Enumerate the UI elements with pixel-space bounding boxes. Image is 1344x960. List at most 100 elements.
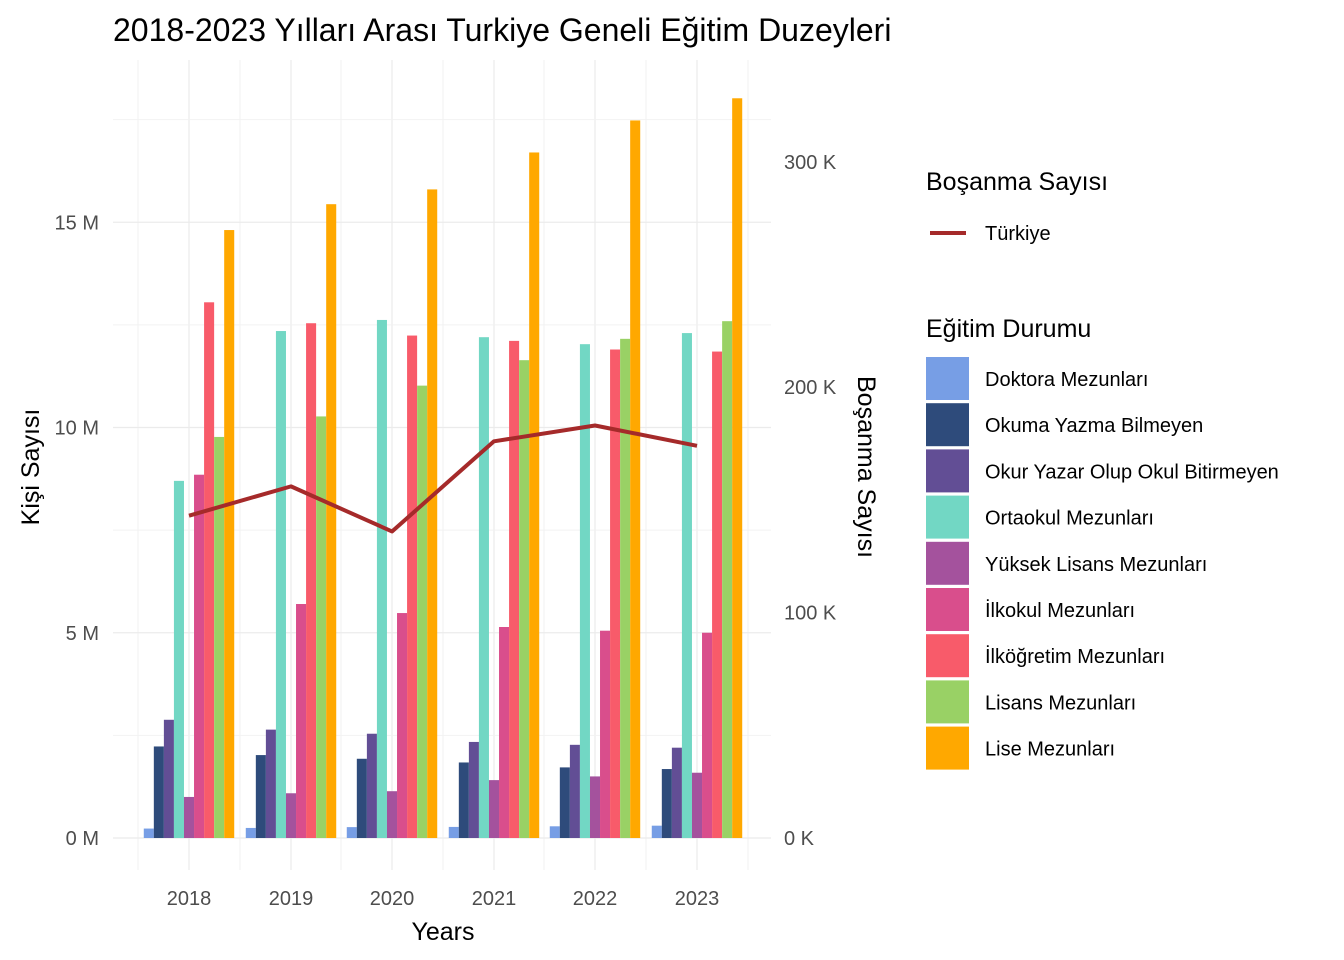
bar-i̇lköğretim-mezunları-2022 xyxy=(610,349,621,838)
bar-lise-mezunları-2021 xyxy=(529,152,540,839)
legend-label: Lisans Mezunları xyxy=(985,692,1136,714)
legend-key-swatch xyxy=(926,495,969,539)
bar-okuma-yazma-bilmeyen-2021 xyxy=(458,762,469,838)
bar-lise-mezunları-2022 xyxy=(630,120,641,838)
x-tick-label: 2018 xyxy=(167,888,212,910)
legend-key-swatch xyxy=(926,357,969,400)
x-axis-title: Years xyxy=(411,918,474,946)
y2-axis-ticks: 0 K 100 K 200 K 300 K xyxy=(784,152,837,850)
bar-i̇lkokul-mezunları-2023 xyxy=(702,632,713,838)
x-axis-ticks: 2018 2019 2020 2021 2022 2023 xyxy=(167,888,720,910)
bar-i̇lkokul-mezunları-2021 xyxy=(499,627,510,838)
legend-key-swatch xyxy=(926,588,969,631)
bar-okuma-yazma-bilmeyen-2022 xyxy=(559,767,570,838)
y-tick-label: 0 M xyxy=(66,828,99,850)
chart-title: 2018-2023 Yılları Arası Turkiye Geneli E… xyxy=(113,12,891,48)
y2-tick-label: 200 K xyxy=(784,377,837,399)
bar-lisans-mezunları-2022 xyxy=(620,338,631,838)
bar-doktora-mezunları-2018 xyxy=(143,828,154,838)
bar-lise-mezunları-2019 xyxy=(326,204,337,838)
bar-i̇lkokul-mezunları-2022 xyxy=(600,630,611,838)
legend-label: Okuma Yazma Bilmeyen xyxy=(985,415,1203,437)
bar-okur-yazar-olup-okul-bitirmeyen-2021 xyxy=(468,741,479,838)
bar-doktora-mezunları-2023 xyxy=(651,825,662,838)
y2-tick-label: 100 K xyxy=(784,603,837,625)
legend-title-education: Eğitim Durumu xyxy=(926,315,1091,343)
bar-yüksek-lisans-mezunları-2022 xyxy=(589,776,601,838)
bar-okur-yazar-olup-okul-bitirmeyen-2018 xyxy=(163,719,174,838)
legend-label: Okur Yazar Olup Okul Bitirmeyen xyxy=(985,461,1279,483)
bar-lisans-mezunları-2023 xyxy=(722,321,733,838)
bar-i̇lköğretim-mezunları-2021 xyxy=(509,340,520,838)
bar-ortaokul-mezunları-2020 xyxy=(376,319,387,838)
bar-doktora-mezunları-2022 xyxy=(549,826,560,838)
y2-tick-label: 0 K xyxy=(784,828,815,850)
bar-ortaokul-mezunları-2021 xyxy=(478,337,489,838)
bar-ortaokul-mezunları-2023 xyxy=(681,333,692,838)
legend-key-swatch xyxy=(926,403,969,447)
y-tick-label: 5 M xyxy=(66,623,99,645)
legend-label: Lise Mezunları xyxy=(985,739,1115,761)
legend: Boşanma Sayısı Türkiye Eğitim Durumu Doktor… xyxy=(926,168,1279,770)
bar-okuma-yazma-bilmeyen-2023 xyxy=(661,769,672,838)
bar-i̇lkokul-mezunları-2020 xyxy=(397,613,408,838)
legend-key-swatch xyxy=(926,449,969,493)
bar-ortaokul-mezunları-2018 xyxy=(173,480,184,838)
bar-i̇lkokul-mezunları-2018 xyxy=(194,474,205,838)
bar-lisans-mezunları-2021 xyxy=(519,360,530,838)
bar-doktora-mezunları-2019 xyxy=(245,827,256,838)
bar-i̇lköğretim-mezunları-2018 xyxy=(204,302,215,838)
bar-okur-yazar-olup-okul-bitirmeyen-2023 xyxy=(671,747,682,838)
x-tick-label: 2019 xyxy=(269,888,314,910)
line-divorce-turkiye xyxy=(188,423,698,534)
legend-label: İlköğretim Mezunları xyxy=(985,645,1165,668)
bar-i̇lköğretim-mezunları-2020 xyxy=(407,335,418,838)
bar-okuma-yazma-bilmeyen-2019 xyxy=(255,755,266,838)
legend-key-swatch xyxy=(926,541,969,585)
bar-yüksek-lisans-mezunları-2018 xyxy=(183,796,195,838)
bar-lise-mezunları-2023 xyxy=(732,98,743,838)
legend-key-swatch xyxy=(926,680,969,724)
y2-axis-title: Boşanma Sayısı xyxy=(852,376,880,558)
legend-label: İlkokul Mezunları xyxy=(985,599,1135,622)
bar-okur-yazar-olup-okul-bitirmeyen-2019 xyxy=(265,729,276,838)
y-tick-label: 15 M xyxy=(55,212,99,234)
legend-title-divorce: Boşanma Sayısı xyxy=(926,168,1108,196)
bar-doktora-mezunları-2021 xyxy=(448,826,459,838)
bar-lise-mezunları-2020 xyxy=(427,189,438,838)
y2-tick-label: 300 K xyxy=(784,152,837,174)
legend-label: Doktora Mezunları xyxy=(985,369,1148,391)
y-axis-ticks: 0 M 5 M 10 M 15 M xyxy=(55,212,99,850)
bar-yüksek-lisans-mezunları-2021 xyxy=(488,780,500,838)
bar-yüksek-lisans-mezunları-2023 xyxy=(691,772,703,838)
x-tick-label: 2021 xyxy=(472,888,517,910)
bar-okuma-yazma-bilmeyen-2020 xyxy=(356,758,367,838)
bars xyxy=(143,98,743,839)
bar-doktora-mezunları-2020 xyxy=(346,827,357,838)
bar-lisans-mezunları-2019 xyxy=(316,416,327,838)
bar-lisans-mezunları-2020 xyxy=(417,385,428,838)
bar-okuma-yazma-bilmeyen-2018 xyxy=(153,746,164,838)
legend-label: Yüksek Lisans Mezunları xyxy=(985,554,1207,576)
bar-ortaokul-mezunları-2022 xyxy=(579,344,590,838)
bar-lise-mezunları-2018 xyxy=(224,230,235,839)
bar-i̇lkokul-mezunları-2019 xyxy=(296,604,307,838)
bar-ortaokul-mezunları-2019 xyxy=(275,331,286,838)
bar-okur-yazar-olup-okul-bitirmeyen-2022 xyxy=(569,744,580,838)
legend-key-swatch xyxy=(926,726,969,770)
bar-yüksek-lisans-mezunları-2019 xyxy=(285,793,297,838)
x-tick-label: 2020 xyxy=(370,888,415,910)
line-series xyxy=(188,423,698,534)
x-tick-label: 2023 xyxy=(675,888,720,910)
bar-okur-yazar-olup-okul-bitirmeyen-2020 xyxy=(366,733,377,838)
bar-lisans-mezunları-2018 xyxy=(214,436,225,838)
legend-label: Türkiye xyxy=(985,223,1051,245)
legend-key-swatch xyxy=(926,634,969,678)
y-tick-label: 10 M xyxy=(55,418,99,440)
bar-i̇lköğretim-mezunları-2019 xyxy=(306,323,317,839)
legend-label: Ortaokul Mezunları xyxy=(985,508,1154,530)
x-tick-label: 2022 xyxy=(573,888,618,910)
y-axis-title: Kişi Sayısı xyxy=(17,409,45,526)
bar-yüksek-lisans-mezunları-2020 xyxy=(386,791,398,838)
